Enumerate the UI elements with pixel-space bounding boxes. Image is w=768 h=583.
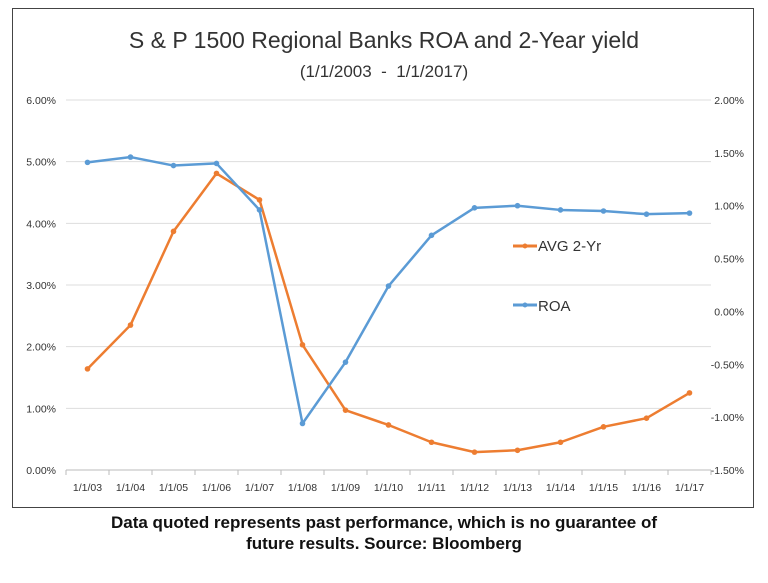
data-point-roa — [213, 160, 220, 167]
data-point-roa — [127, 154, 134, 160]
x-axis-tick-label: 1/1/07 — [245, 482, 274, 494]
chart: S & P 1500 Regional Banks ROA and 2-Year… — [26, 27, 744, 494]
right-axis-tick-label: 0.00% — [714, 306, 744, 318]
data-point-avg-2-yr — [299, 342, 306, 348]
data-point-roa — [471, 205, 478, 211]
data-point-roa — [299, 420, 306, 427]
data-point-roa — [686, 210, 693, 216]
x-axis-tick-label: 1/1/04 — [116, 482, 145, 494]
right-axis-tick-label: 1.00% — [714, 201, 744, 213]
data-point-avg-2-yr — [686, 390, 693, 396]
x-axis-tick-label: 1/1/09 — [331, 482, 360, 494]
left-axis-tick-label: 0.00% — [26, 465, 56, 477]
x-axis-tick-label: 1/1/06 — [202, 482, 231, 494]
data-point-roa — [256, 207, 263, 213]
x-axis-tick-label: 1/1/05 — [159, 482, 188, 494]
data-point-roa — [385, 283, 392, 289]
series-line-avg-2-yr — [86, 172, 691, 454]
data-point-avg-2-yr — [557, 439, 564, 446]
x-axis-tick-label: 1/1/17 — [675, 482, 704, 494]
x-axis-tick-label: 1/1/08 — [288, 482, 317, 494]
chart-subtitle: (1/1/2003 - 1/1/2017) — [300, 62, 468, 81]
right-axis-tick-label: 1.50% — [714, 148, 744, 160]
left-axis-tick-label: 5.00% — [26, 157, 56, 169]
right-axis-tick-label: -0.50% — [711, 359, 744, 371]
data-point-roa — [557, 207, 564, 213]
legend-marker-avg-2yr — [522, 243, 528, 249]
data-point-roa — [600, 208, 607, 214]
right-axis-tick-label: 2.00% — [714, 95, 744, 107]
data-point-roa — [643, 211, 650, 217]
x-axis-tick-label: 1/1/15 — [589, 482, 618, 494]
data-point-avg-2-yr — [170, 228, 177, 235]
x-axis-tick-label: 1/1/16 — [632, 482, 661, 494]
data-point-avg-2-yr — [84, 366, 91, 372]
x-axis-tick-label: 1/1/14 — [546, 482, 575, 494]
right-axis-tick-label: -1.50% — [711, 465, 744, 477]
right-axis-tick-label: 0.50% — [714, 254, 744, 266]
legend-label-roa: ROA — [538, 298, 571, 315]
disclaimer: Data quoted represents past performance,… — [0, 512, 768, 554]
chart-title: S & P 1500 Regional Banks ROA and 2-Year… — [129, 27, 639, 53]
legend-marker-roa — [522, 302, 528, 308]
data-point-roa — [514, 202, 521, 209]
data-point-avg-2-yr — [256, 197, 263, 203]
left-axis-tick-label: 1.00% — [26, 403, 56, 415]
data-point-avg-2-yr — [385, 422, 392, 428]
x-axis-tick-label: 1/1/11 — [417, 482, 446, 494]
x-axis-tick-label: 1/1/03 — [73, 482, 102, 494]
data-point-roa — [84, 159, 91, 166]
left-axis-tick-label: 3.00% — [26, 280, 56, 292]
x-axis-tick-label: 1/1/12 — [460, 482, 489, 494]
data-point-roa — [170, 162, 177, 169]
left-axis-tick-label: 2.00% — [26, 342, 56, 354]
legend-label-avg-2yr: AVG 2-Yr — [538, 238, 601, 255]
disclaimer-line-2: future results. Source: Bloomberg — [246, 534, 522, 553]
left-axis-tick-label: 6.00% — [26, 95, 56, 107]
data-point-avg-2-yr — [428, 439, 435, 446]
x-axis-tick-label: 1/1/13 — [503, 482, 532, 494]
data-point-avg-2-yr — [127, 322, 134, 328]
chart-frame — [12, 8, 754, 508]
data-point-avg-2-yr — [342, 407, 349, 413]
data-point-roa — [342, 359, 349, 365]
data-point-avg-2-yr — [471, 449, 478, 455]
right-axis-tick-label: -1.00% — [711, 412, 744, 424]
x-axis-tick-label: 1/1/10 — [374, 482, 403, 494]
disclaimer-line-1: Data quoted represents past performance,… — [110, 513, 657, 532]
data-point-avg-2-yr — [643, 415, 650, 422]
series-line-roa — [87, 155, 690, 425]
data-point-avg-2-yr — [213, 170, 220, 177]
left-axis-tick-label: 4.00% — [26, 218, 56, 230]
data-point-roa — [428, 232, 435, 239]
data-point-avg-2-yr — [514, 447, 521, 454]
data-point-avg-2-yr — [600, 424, 607, 430]
